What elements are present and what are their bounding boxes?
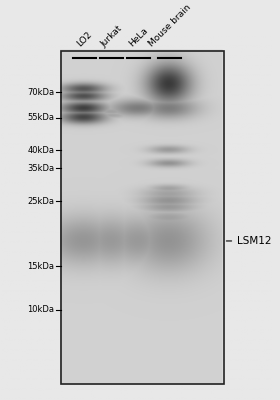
Text: 70kDa: 70kDa: [27, 88, 54, 97]
Text: Mouse brain: Mouse brain: [146, 3, 192, 49]
Text: LO2: LO2: [75, 30, 93, 49]
Text: 55kDa: 55kDa: [27, 113, 54, 122]
Text: 15kDa: 15kDa: [27, 262, 54, 271]
Text: 40kDa: 40kDa: [27, 146, 54, 155]
Text: 35kDa: 35kDa: [27, 164, 54, 173]
Text: 25kDa: 25kDa: [27, 197, 54, 206]
Text: Jurkat: Jurkat: [99, 24, 124, 49]
FancyBboxPatch shape: [61, 51, 223, 384]
Text: 10kDa: 10kDa: [27, 305, 54, 314]
Text: LSM12: LSM12: [237, 236, 272, 246]
Text: HeLa: HeLa: [127, 26, 150, 49]
